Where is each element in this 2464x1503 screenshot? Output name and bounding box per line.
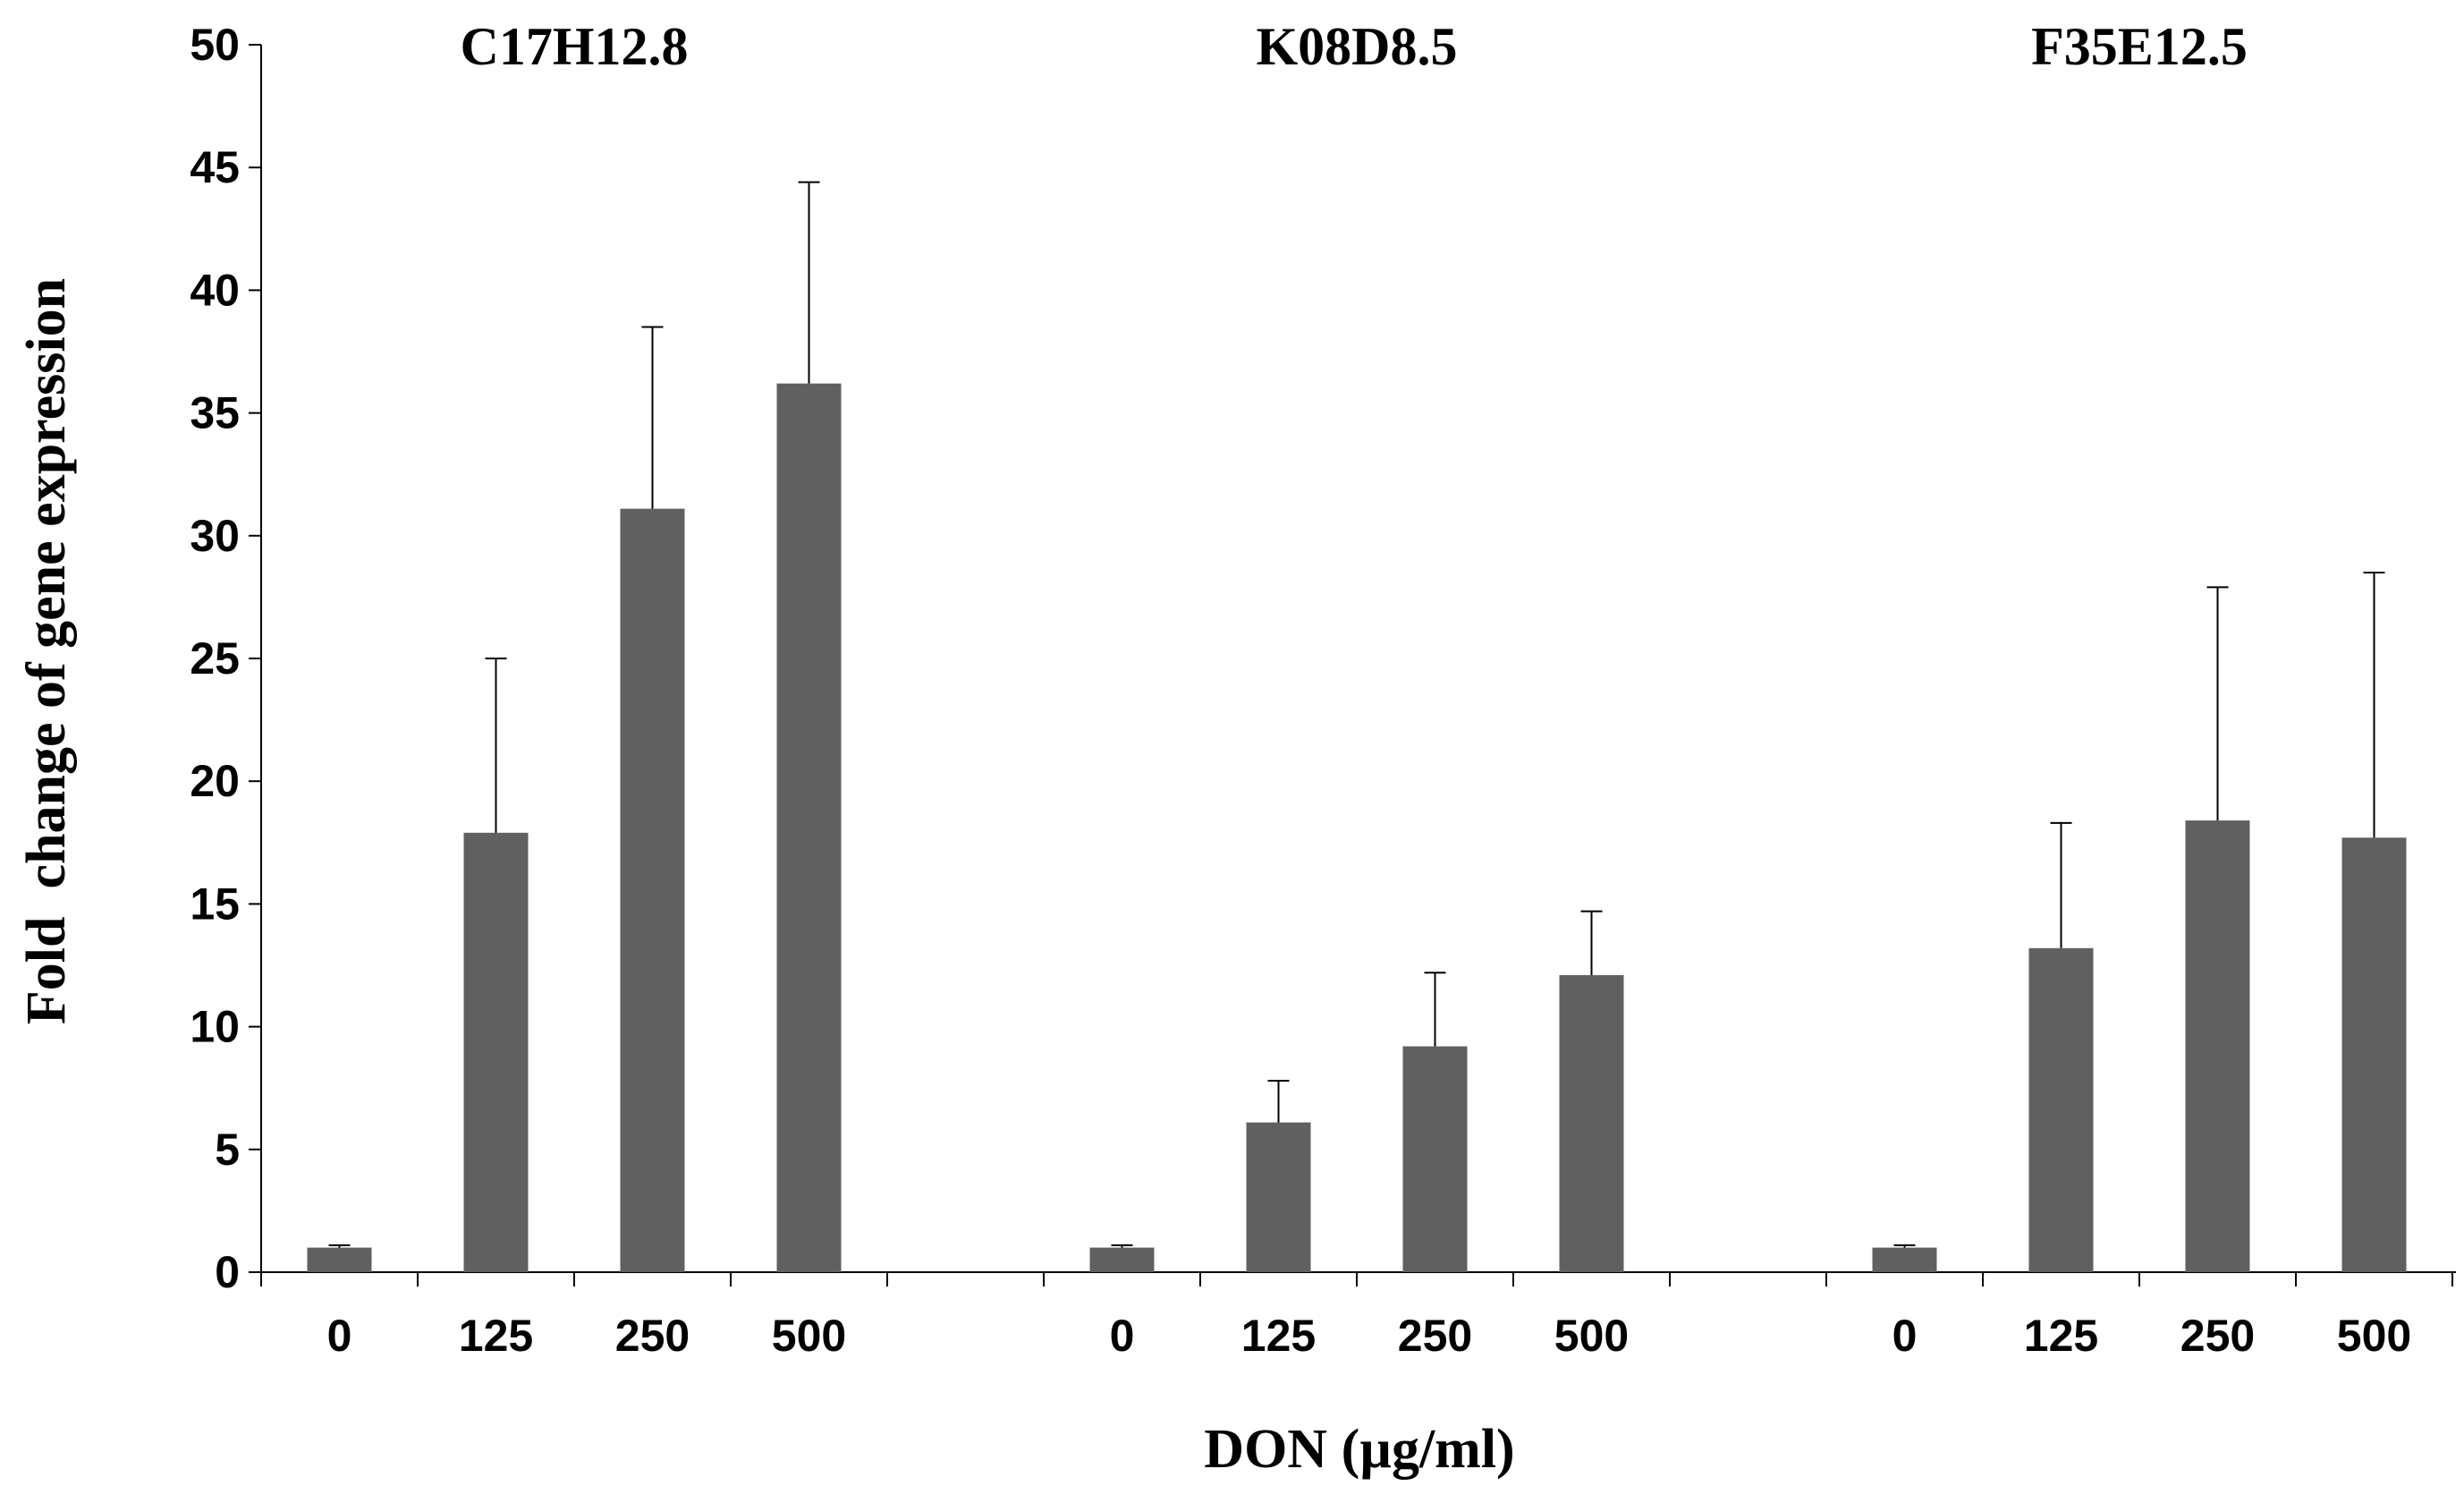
error-bars [328, 181, 2385, 1248]
y-tick-label: 40 [190, 265, 240, 315]
y-tick-label: 5 [215, 1125, 240, 1175]
bar [776, 383, 842, 1272]
bar [2341, 837, 2407, 1272]
group-title: F35E12.5 [2031, 17, 2248, 76]
y-axis: 0 5 10 15 20 25 30 35 40 45 50 [190, 20, 262, 1297]
x-tick-label: 250 [2180, 1311, 2255, 1361]
x-tick-label: 125 [2024, 1311, 2098, 1361]
y-tick-label: 0 [215, 1247, 240, 1297]
y-tick-label: 35 [190, 388, 240, 438]
y-tick-label: 25 [190, 633, 240, 684]
group-title: K08D8.5 [1257, 17, 1458, 76]
x-tick-label: 0 [1892, 1311, 1918, 1361]
x-tick-label: 0 [1110, 1311, 1135, 1361]
bar [2028, 947, 2094, 1272]
bar [307, 1247, 372, 1272]
y-tick-label: 20 [190, 756, 240, 806]
x-tick-label: 125 [459, 1311, 533, 1361]
x-tick-label: 250 [615, 1311, 690, 1361]
x-tick-label: 500 [772, 1311, 846, 1361]
bar [1402, 1046, 1468, 1272]
x-tick-label: 500 [2337, 1311, 2411, 1361]
x-tick-label: 125 [1241, 1311, 1316, 1361]
group-title: C17H12.8 [461, 17, 689, 76]
bar [1559, 974, 1624, 1272]
x-axis-title: DON (µg/ml) [1204, 1419, 1514, 1480]
bar [1246, 1122, 1311, 1272]
y-tick-label: 50 [190, 20, 240, 70]
y-axis-title: Fold change of gene expression [16, 278, 77, 1024]
bar [1872, 1247, 1937, 1272]
y-tick-label: 45 [190, 142, 240, 192]
x-tick-label: 0 [327, 1311, 352, 1361]
group-titles: C17H12.8 K08D8.5 F35E12.5 [461, 17, 2248, 76]
y-tick-label: 10 [190, 1002, 240, 1052]
y-tick-label: 15 [190, 879, 240, 929]
bars [307, 383, 2407, 1272]
x-tick-label: 500 [1554, 1311, 1629, 1361]
y-tick-label: 30 [190, 511, 240, 561]
bar [620, 508, 685, 1272]
x-tick-label: 250 [1398, 1311, 1472, 1361]
bar [1089, 1247, 1155, 1272]
bar [2185, 820, 2250, 1272]
bar [463, 832, 529, 1272]
x-axis: 0 125 250 500 0 125 250 500 0 125 250 500 [260, 1271, 2456, 1361]
